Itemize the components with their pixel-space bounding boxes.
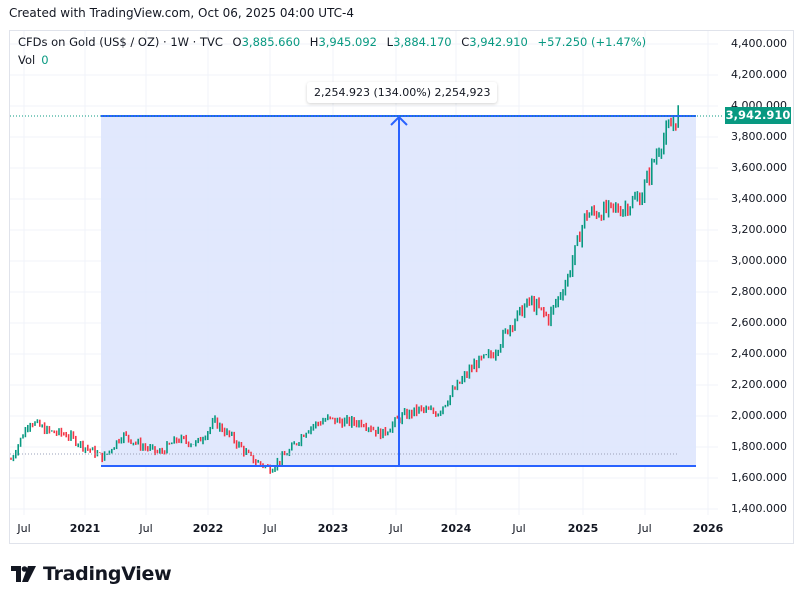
close-label: C — [461, 35, 470, 49]
price-bars — [10, 105, 680, 474]
last-price-badge: 3,942.910 — [725, 107, 791, 124]
created-with-caption: Created with TradingView.com, Oct 06, 20… — [9, 6, 355, 20]
time-axis-label: 2024 — [440, 522, 472, 535]
price-axis-label: 2,000.000 — [731, 409, 787, 422]
price-axis-label: 2,200.000 — [731, 378, 787, 391]
price-axis-label: 3,400.000 — [731, 192, 787, 205]
time-axis-label: 2026 — [692, 522, 724, 535]
price-axis-label: 3,200.000 — [731, 223, 787, 236]
volume-label: Vol — [18, 53, 36, 67]
last-price-line — [10, 115, 722, 455]
time-axis-label: 2023 — [317, 522, 349, 535]
price-axis-label: 1,800.000 — [731, 440, 787, 453]
price-axis-label: 1,400.000 — [731, 502, 787, 515]
time-axis-label: Jul — [638, 522, 652, 535]
close-value: 3,942.910 — [469, 35, 528, 49]
price-axis-label: 3,600.000 — [731, 161, 787, 174]
symbol-title[interactable]: CFDs on Gold (US$ / OZ) · 1W · TVC — [18, 35, 223, 49]
time-axis-label: 2025 — [567, 522, 599, 535]
time-axis-label: Jul — [512, 522, 526, 535]
price-axis-label: 1,600.000 — [731, 471, 787, 484]
high-value: 3,945.092 — [318, 35, 377, 49]
tradingview-logo[interactable]: TradingView — [11, 563, 172, 585]
time-axis-label: 2022 — [192, 522, 224, 535]
price-axis-label: 2,400.000 — [731, 347, 787, 360]
time-axis-label: 2021 — [69, 522, 101, 535]
time-axis-label: Jul — [17, 522, 31, 535]
time-axis-label: Jul — [263, 522, 277, 535]
price-range-tool[interactable] — [101, 115, 696, 467]
open-label: O — [232, 35, 242, 49]
high-label: H — [309, 35, 319, 49]
change-value: +57.250 (+1.47%) — [537, 35, 647, 49]
volume-value: 0 — [41, 53, 49, 67]
tradingview-logo-icon — [11, 566, 36, 582]
tradingview-wordmark: TradingView — [43, 563, 172, 585]
price-axis-label: 3,000.000 — [731, 254, 787, 267]
price-axis-label: 4,200.000 — [731, 68, 787, 81]
price-axis-label: 2,600.000 — [731, 316, 787, 329]
price-range-label: 2,254.923 (134.00%) 2,254,923 — [307, 82, 498, 103]
price-axis-label: 2,800.000 — [731, 285, 787, 298]
time-axis-label: Jul — [389, 522, 403, 535]
symbol-legend: CFDs on Gold (US$ / OZ) · 1W · TVC O3,88… — [18, 35, 646, 67]
price-axis-label: 3,800.000 — [731, 130, 787, 143]
price-axis-label: 4,400.000 — [731, 37, 787, 50]
open-value: 3,885.660 — [241, 35, 301, 49]
time-axis-label: Jul — [139, 522, 153, 535]
low-label: L — [386, 35, 394, 49]
low-value: 3,884.170 — [393, 35, 452, 49]
